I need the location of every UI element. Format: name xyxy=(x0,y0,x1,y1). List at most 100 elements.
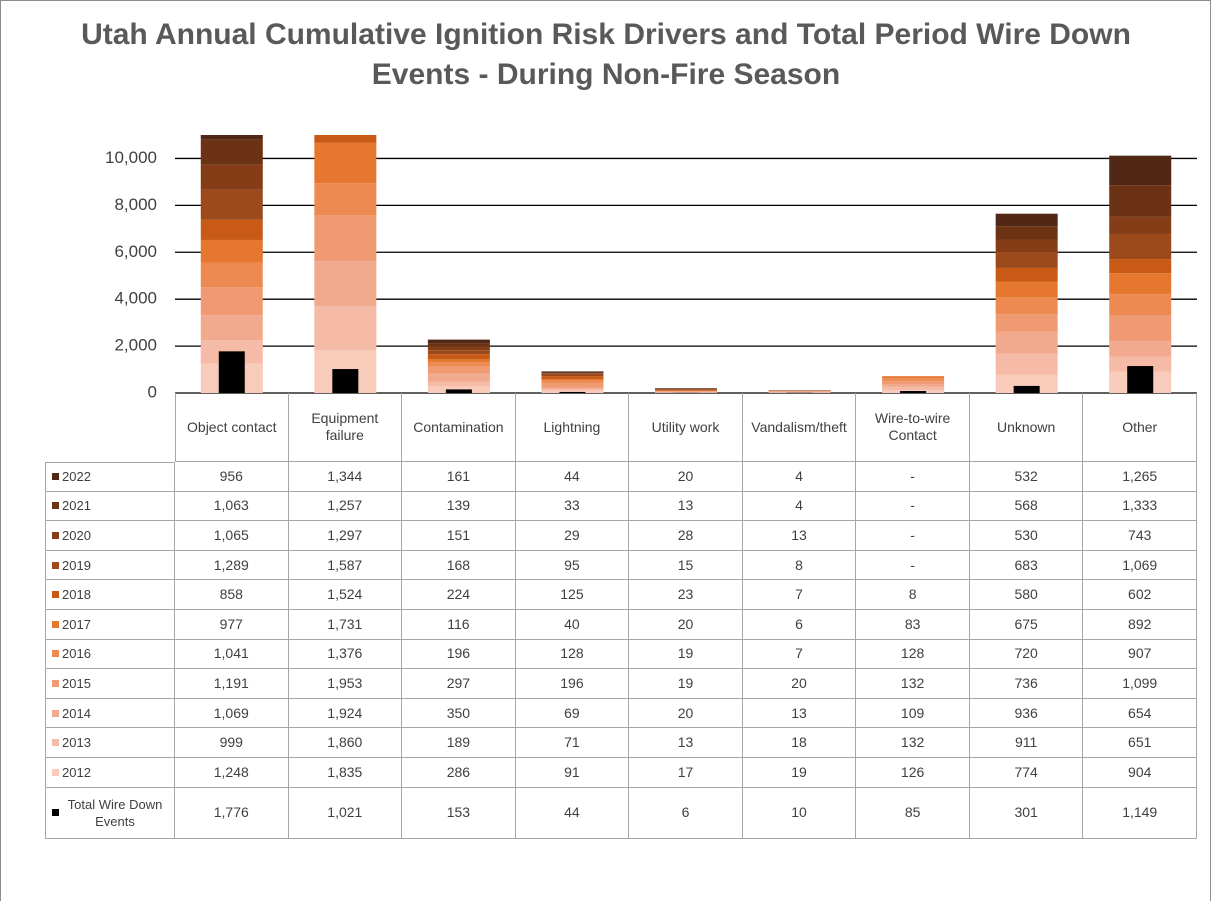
category-label: Unknown xyxy=(969,393,1084,462)
bar-segment xyxy=(200,189,263,220)
table-value: 28 xyxy=(629,521,743,551)
table-value: 71 xyxy=(515,728,630,758)
bar-segment xyxy=(314,142,377,184)
bar-segment xyxy=(427,354,490,360)
bar-segment xyxy=(541,373,604,374)
total-bar xyxy=(218,351,245,393)
bar-segment xyxy=(427,359,490,363)
category-label: Wire-to-wire Contact xyxy=(856,393,970,462)
table-value: 116 xyxy=(402,610,516,640)
table-value: 1,248 xyxy=(175,758,289,788)
bars xyxy=(200,10,1172,393)
bar-segment xyxy=(200,135,263,140)
bar-segment xyxy=(427,346,490,351)
bar-segment xyxy=(995,226,1058,240)
bar-segment xyxy=(882,384,945,387)
table-value: - xyxy=(856,550,970,581)
bar-segment xyxy=(427,362,490,367)
bar-segment xyxy=(427,339,490,344)
bar-segment xyxy=(541,387,604,390)
table-value: 4 xyxy=(742,462,857,492)
row-header: 2017 xyxy=(45,610,175,640)
total-bar xyxy=(559,391,586,393)
table-value: 1,099 xyxy=(1083,669,1197,699)
bar-segment xyxy=(995,267,1058,282)
table-value: 1,776 xyxy=(175,787,289,839)
bar-segment xyxy=(1109,356,1172,372)
table-value: 1,953 xyxy=(288,669,403,699)
bar-segment xyxy=(200,219,263,240)
table-value: 44 xyxy=(515,462,630,492)
bar-segment xyxy=(882,381,945,385)
table-value: 109 xyxy=(856,698,970,729)
bar-segment xyxy=(541,390,604,393)
table-value: 1,041 xyxy=(175,639,289,670)
row-header: 2019 xyxy=(45,550,175,581)
category-label: Object contact xyxy=(175,393,289,462)
bar-segment xyxy=(882,378,945,382)
table-value: 20 xyxy=(629,698,743,729)
category-label: Utility work xyxy=(629,393,743,462)
total-bar xyxy=(1013,385,1040,393)
bar-segment xyxy=(200,262,263,288)
category-label: Contamination xyxy=(402,393,516,462)
total-bar xyxy=(900,391,927,393)
table-value: 7 xyxy=(742,639,857,670)
table-value: 568 xyxy=(969,491,1084,522)
legend-label: 2015 xyxy=(62,675,91,691)
table-value: 1,065 xyxy=(175,521,289,551)
bar-segment xyxy=(541,371,604,373)
table-value: 301 xyxy=(969,787,1084,839)
bar-segment xyxy=(314,10,376,39)
bar-segment xyxy=(995,331,1058,354)
table-value: 956 xyxy=(175,462,289,492)
table-value: - xyxy=(856,521,970,551)
table-value: 1,265 xyxy=(1083,462,1197,492)
table-value: 151 xyxy=(402,521,516,551)
legend-label: 2022 xyxy=(62,469,91,485)
table-value: 774 xyxy=(969,758,1084,788)
category-label: Other xyxy=(1083,393,1197,462)
bar-segment xyxy=(541,379,604,383)
table-value: 95 xyxy=(515,550,630,581)
y-tick-label: 8,000 xyxy=(114,195,157,214)
table-value: 654 xyxy=(1083,698,1197,729)
y-tick-label: 2,000 xyxy=(114,336,157,355)
legend-label: 2020 xyxy=(62,527,91,543)
legend-key xyxy=(52,739,59,747)
row-header: 2022 xyxy=(45,462,175,492)
y-tick-label: 4,000 xyxy=(114,289,157,308)
legend-label: 2017 xyxy=(62,616,91,632)
row-header: 2018 xyxy=(45,580,175,610)
bar-segment xyxy=(995,213,1058,227)
y-tick-label: 0 xyxy=(148,382,157,401)
bar-segment xyxy=(314,183,377,216)
table-value: 580 xyxy=(969,580,1084,610)
y-tick-label: 10,000 xyxy=(105,148,157,167)
bar-segment xyxy=(200,287,263,316)
legend-label: Total Wire Down Events xyxy=(67,796,163,829)
table-value: 13 xyxy=(742,698,857,729)
table-value: 69 xyxy=(515,698,630,729)
table-value: 736 xyxy=(969,669,1084,699)
category-label: Lightning xyxy=(515,393,630,462)
table-value: 936 xyxy=(969,698,1084,729)
table-value: 224 xyxy=(402,580,516,610)
table-value: 904 xyxy=(1083,758,1197,788)
table-value: 1,344 xyxy=(288,462,403,492)
table-value: 196 xyxy=(402,639,516,670)
table-value: 651 xyxy=(1083,728,1197,758)
table-value: 33 xyxy=(515,491,630,522)
bar-segment xyxy=(882,376,945,379)
table-value: 161 xyxy=(402,462,516,492)
table-value: 530 xyxy=(969,521,1084,551)
table-value: 85 xyxy=(856,787,970,839)
table-value: 139 xyxy=(402,491,516,522)
y-tick-label: 6,000 xyxy=(114,242,157,261)
bar-segment xyxy=(427,381,490,387)
bar-segment xyxy=(1109,273,1172,295)
table-value: 132 xyxy=(856,669,970,699)
bar-segment xyxy=(427,366,490,374)
bar-segment xyxy=(995,251,1058,268)
bar-segment xyxy=(655,388,717,390)
